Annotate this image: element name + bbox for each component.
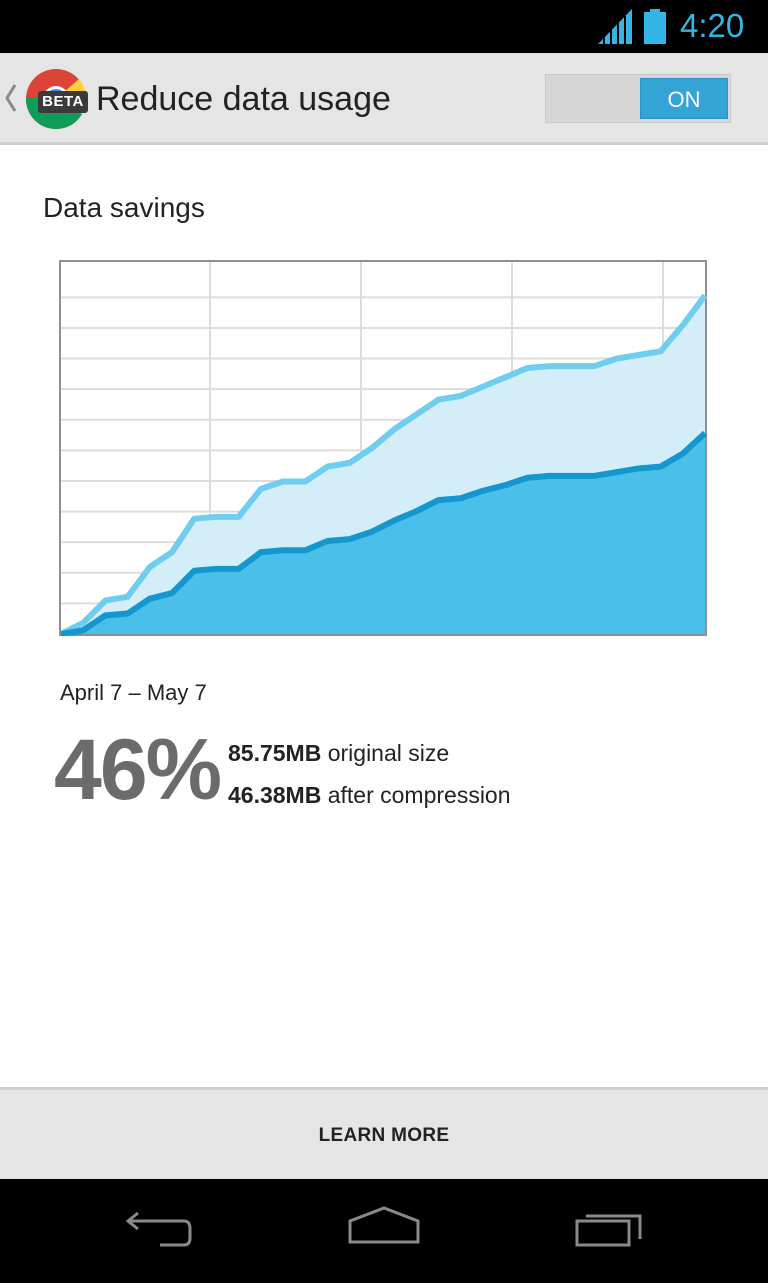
signal-icon bbox=[598, 9, 632, 44]
recents-icon[interactable] bbox=[574, 1209, 646, 1249]
status-bar: 4:20 bbox=[0, 0, 768, 53]
beta-badge: BETA bbox=[38, 91, 88, 113]
page-title: Reduce data usage bbox=[96, 80, 391, 118]
action-bar: BETA Reduce data usage ON bbox=[0, 53, 768, 145]
data-savings-chart bbox=[59, 260, 707, 636]
compressed-size-value: 46.38MB bbox=[228, 782, 322, 808]
section-title: Data savings bbox=[43, 192, 205, 223]
compressed-size-label: after compression bbox=[321, 782, 511, 808]
status-clock: 4:20 bbox=[680, 7, 745, 44]
up-caret-icon[interactable] bbox=[4, 81, 18, 115]
series-line-0 bbox=[59, 293, 707, 636]
series-line-1 bbox=[60, 430, 707, 636]
battery-icon bbox=[644, 9, 666, 44]
series-area-1 bbox=[61, 433, 705, 634]
back-icon[interactable] bbox=[124, 1207, 194, 1249]
original-size-label: original size bbox=[321, 740, 450, 766]
date-range: April 7 – May 7 bbox=[60, 680, 207, 705]
compressed-size-stat: 46.38MB after compression bbox=[228, 780, 511, 810]
bottom-button-bar: LEARN MORE bbox=[0, 1087, 768, 1179]
original-size-stat: 85.75MB original size bbox=[228, 738, 449, 768]
chart-areas bbox=[59, 293, 707, 636]
savings-percent: 46% bbox=[54, 722, 222, 818]
data-saver-toggle[interactable]: ON bbox=[545, 74, 731, 123]
navigation-bar bbox=[0, 1179, 768, 1283]
learn-more-button[interactable]: LEARN MORE bbox=[318, 1125, 450, 1146]
original-size-value: 85.75MB bbox=[228, 740, 322, 766]
toggle-thumb: ON bbox=[640, 78, 728, 119]
home-icon[interactable] bbox=[346, 1205, 422, 1245]
